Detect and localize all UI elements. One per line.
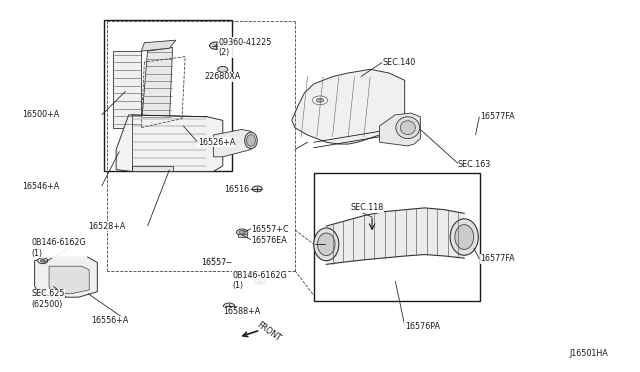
Circle shape bbox=[223, 303, 235, 310]
Circle shape bbox=[255, 279, 266, 285]
Ellipse shape bbox=[396, 117, 420, 139]
Text: J16501HA: J16501HA bbox=[570, 349, 609, 358]
Text: SEC.625
(62500): SEC.625 (62500) bbox=[31, 289, 65, 309]
Circle shape bbox=[218, 67, 228, 72]
Polygon shape bbox=[292, 69, 404, 144]
Polygon shape bbox=[141, 40, 176, 51]
Polygon shape bbox=[132, 166, 173, 171]
Text: SEC.163: SEC.163 bbox=[458, 160, 492, 169]
Ellipse shape bbox=[244, 132, 257, 149]
Polygon shape bbox=[380, 113, 420, 146]
Text: 16576PA: 16576PA bbox=[404, 322, 440, 331]
Text: 16577FA: 16577FA bbox=[480, 112, 515, 121]
Circle shape bbox=[40, 259, 45, 262]
Polygon shape bbox=[113, 51, 141, 128]
Circle shape bbox=[316, 98, 324, 103]
Polygon shape bbox=[141, 48, 173, 128]
Circle shape bbox=[38, 258, 48, 264]
Circle shape bbox=[239, 231, 245, 234]
Text: 16557: 16557 bbox=[201, 258, 226, 267]
Text: 0B146-6162G
(1): 0B146-6162G (1) bbox=[232, 271, 287, 291]
Polygon shape bbox=[213, 129, 251, 157]
Bar bbox=[238, 234, 246, 237]
Circle shape bbox=[40, 290, 46, 294]
Circle shape bbox=[211, 260, 216, 264]
Text: 16557+C: 16557+C bbox=[251, 225, 289, 234]
Text: FRONT: FRONT bbox=[255, 320, 283, 343]
Text: 16546+A: 16546+A bbox=[22, 182, 60, 190]
Polygon shape bbox=[49, 266, 89, 294]
Circle shape bbox=[237, 229, 248, 235]
Text: 09360-41225
(2): 09360-41225 (2) bbox=[218, 38, 272, 57]
Bar bbox=[104, 20, 232, 171]
Text: 16526+A: 16526+A bbox=[198, 138, 235, 147]
Text: 16528+A: 16528+A bbox=[88, 222, 125, 231]
Circle shape bbox=[312, 96, 328, 105]
Text: SEC.118: SEC.118 bbox=[350, 203, 383, 212]
Text: 22680XA: 22680XA bbox=[204, 72, 240, 81]
Bar bbox=[314, 173, 480, 301]
Ellipse shape bbox=[455, 225, 474, 250]
Polygon shape bbox=[116, 115, 223, 171]
Ellipse shape bbox=[317, 233, 335, 256]
Text: 16516: 16516 bbox=[225, 185, 250, 194]
Text: 16588+A: 16588+A bbox=[223, 307, 260, 316]
Circle shape bbox=[210, 42, 222, 49]
Text: SEC.140: SEC.140 bbox=[383, 58, 416, 67]
Text: 16556+A: 16556+A bbox=[91, 317, 129, 326]
Ellipse shape bbox=[246, 135, 255, 146]
Circle shape bbox=[207, 258, 220, 266]
Text: 16576EA: 16576EA bbox=[251, 236, 287, 245]
Polygon shape bbox=[326, 208, 464, 264]
Circle shape bbox=[252, 186, 262, 192]
Text: 16577FA: 16577FA bbox=[480, 254, 515, 263]
Polygon shape bbox=[35, 257, 97, 297]
Text: 0B146-6162G
(1): 0B146-6162G (1) bbox=[31, 238, 86, 258]
Ellipse shape bbox=[450, 219, 478, 255]
Ellipse shape bbox=[400, 121, 415, 135]
Ellipse shape bbox=[314, 228, 339, 261]
Text: 16500+A: 16500+A bbox=[22, 110, 60, 119]
